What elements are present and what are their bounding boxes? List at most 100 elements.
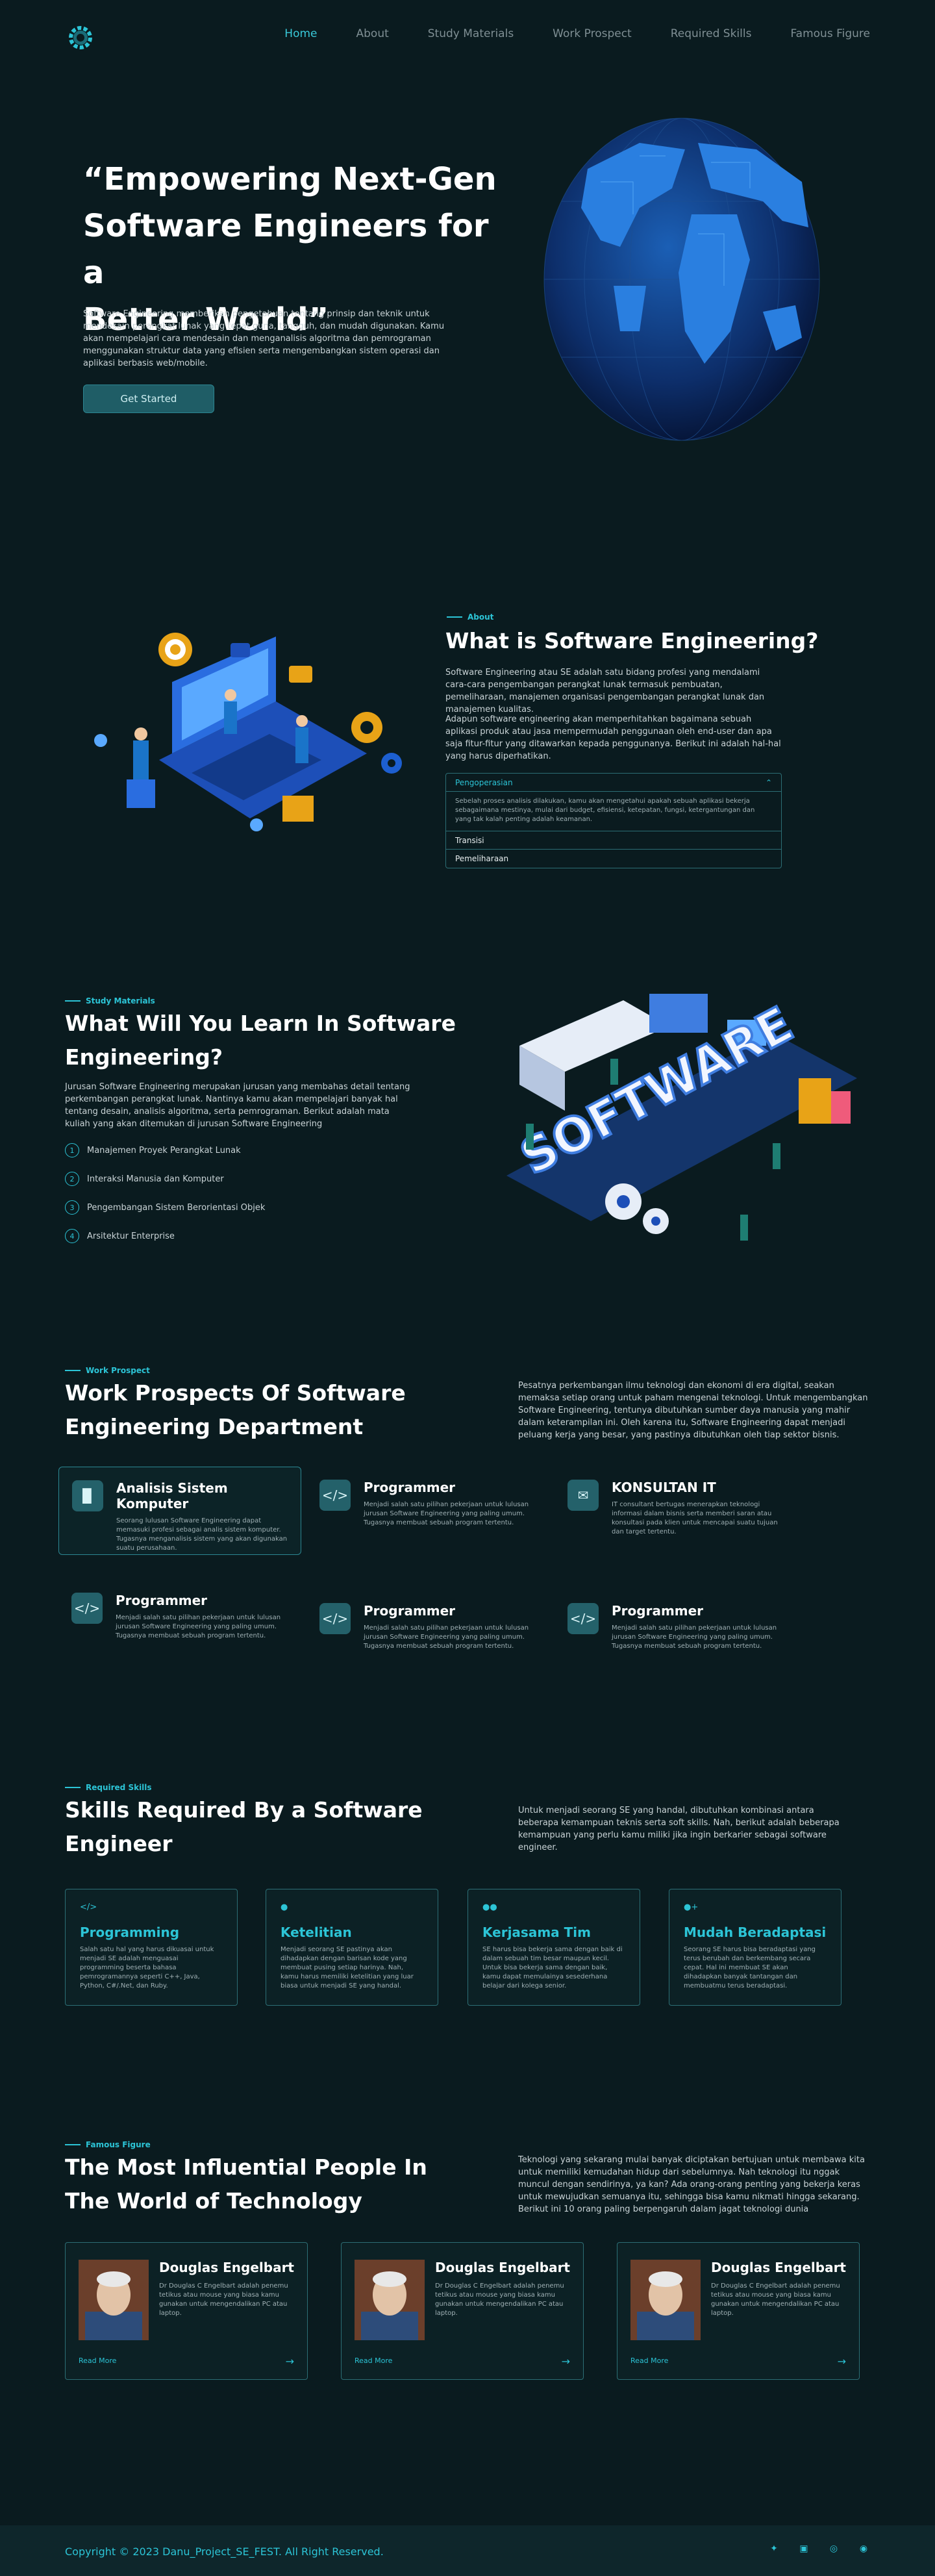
prospect-card[interactable]: </> Programmer Menjadi salah satu pilihan… [555,1590,797,1678]
card-title: Analisis Sistem Komputer [116,1480,228,1511]
code-icon: </> [319,1480,351,1511]
nav-required-skills[interactable]: Required Skills [670,27,752,40]
user-plus-icon: ●+ [684,1902,699,1912]
figure-card[interactable]: Douglas Engelbart Dr Douglas C Engelbart… [341,2242,584,2380]
chat-icon: ✉ [567,1480,599,1511]
code-icon: </> [319,1603,351,1634]
card-text: Menjadi seorang SE pastinya akan dihadap… [280,1946,414,1989]
social-links: ✦ ▣ ◎ ◉ [767,2544,870,2554]
study-eyebrow: Study Materials [65,996,155,1005]
skill-card[interactable]: ● Ketelitian Menjadi seorang SE pastinya… [266,1889,438,2006]
card-text: Seorang lulusan Software Engineering dap… [116,1517,288,1552]
nav-work-prospect[interactable]: Work Prospect [553,27,632,40]
number-badge: 1 [65,1143,79,1157]
hero-title-line: “Empowering Next-Gen [83,161,497,197]
accordion-item-transisi[interactable]: Transisi [446,831,781,850]
bar-chart-icon: ▉ [72,1480,103,1511]
skills-title-line: Engineer [65,1831,173,1856]
famous-title: The Most Influential People In The World… [65,2151,468,2218]
figure-name: Douglas Engelbart [435,2260,570,2275]
number-badge: 2 [65,1172,79,1186]
accordion-item-pengoperasian[interactable]: Pengoperasian ⌃ [446,774,781,792]
figure-card[interactable]: Douglas Engelbart Dr Douglas C Engelbart… [617,2242,860,2380]
instagram-icon[interactable]: ◎ [829,2544,838,2554]
card-text: Menjadi salah satu pilihan pekerjaan unt… [364,1624,529,1650]
study-item: 3 Pengembangan Sistem Berorientasi Objek [65,1200,265,1215]
card-title: Mudah Beradaptasi [684,1925,827,1940]
skill-card[interactable]: </> Programming Salah satu hal yang haru… [65,1889,238,2006]
study-item-label: Manajemen Proyek Perangkat Lunak [87,1145,241,1155]
read-more-link[interactable]: Read More [630,2356,669,2365]
study-list: 1 Manajemen Proyek Perangkat Lunak 2 Inter… [65,1143,265,1257]
card-title: KONSULTAN IT [612,1480,716,1495]
accordion-label: Pemeliharaan [455,854,509,863]
chevron-up-icon: ⌃ [765,777,772,787]
about-eyebrow: About [447,612,493,622]
software-isometric-illustration: SOFTWARE [506,994,857,1241]
card-text: Menjadi salah satu pilihan pekerjaan unt… [364,1501,529,1526]
study-title-line: What Will You Learn In Software [65,1011,456,1036]
prospect-card[interactable]: ✉ KONSULTAN IT IT consultant bertugas men… [555,1467,797,1555]
arrow-right-icon[interactable]: → [285,2355,294,2368]
prospect-card[interactable]: ▉ Analisis Sistem Komputer Seorang lulusa… [58,1467,301,1555]
gear-logo-icon[interactable] [66,23,95,52]
arrow-right-icon[interactable]: → [561,2355,570,2368]
portrait-photo [630,2260,701,2340]
arrow-right-icon[interactable]: → [837,2355,846,2368]
code-icon: </> [567,1603,599,1634]
developer-laptop-illustration [94,633,402,831]
number-badge: 3 [65,1200,79,1215]
nav-home[interactable]: Home [284,27,318,40]
twitter-icon[interactable]: ✦ [770,2544,778,2554]
copyright-text: Copyright © 2023 Danu_Project_SE_FEST. A… [65,2545,384,2558]
figure-bio: Dr Douglas C Engelbart adalah penemu tet… [435,2282,564,2317]
read-more-link[interactable]: Read More [355,2356,393,2365]
study-item: 2 Interaksi Manusia dan Komputer [65,1172,265,1186]
portrait-photo [355,2260,425,2340]
card-text: Menjadi salah satu pilihan pekerjaan unt… [116,1614,281,1639]
hero-title-line: Software Engineers for a [83,208,489,291]
skills-title: Skills Required By a Software Engineer [65,1793,468,1861]
get-started-button[interactable]: Get Started [83,385,214,413]
prospect-card[interactable]: </> Programmer Menjadi salah satu pilihan… [306,1467,549,1555]
globe-illustration [543,118,820,441]
card-text: Seorang SE harus bisa beradaptasi yang t… [684,1946,816,1989]
card-title: Programming [80,1925,180,1940]
read-more-link[interactable]: Read More [79,2356,117,2365]
accordion-label: Pengoperasian [455,777,513,787]
study-title-line: Engineering? [65,1044,223,1070]
prospect-card[interactable]: </> Programmer Menjadi salah satu pilihan… [58,1580,301,1668]
github-icon[interactable]: ◉ [859,2544,868,2554]
skills-description: Untuk menjadi seorang SE yang handal, di… [518,1806,840,1852]
card-text: Menjadi salah satu pilihan pekerjaan unt… [612,1624,777,1650]
study-description: Jurusan Software Engineering merupakan j… [65,1082,410,1129]
nav-study-materials[interactable]: Study Materials [427,27,514,40]
number-badge: 4 [65,1229,79,1243]
nav-about[interactable]: About [356,27,389,40]
card-title: Programmer [612,1603,704,1619]
nav-famous-figure[interactable]: Famous Figure [790,27,870,40]
portrait-photo [79,2260,149,2340]
skill-card[interactable]: ●● Kerjasama Tim SE harus bisa bekerja s… [468,1889,640,2006]
skill-card[interactable]: ●+ Mudah Beradaptasi Seorang SE harus bi… [669,1889,842,2006]
about-title: What is Software Engineering? [445,628,819,653]
card-title: Programmer [364,1480,456,1495]
prospect-card[interactable]: </> Programmer Menjadi salah satu pilihan… [306,1590,549,1678]
prospect-title-line: Work Prospects Of Software [65,1380,406,1406]
linkedin-icon[interactable]: ▣ [799,2544,808,2554]
hero-title: “Empowering Next-Gen Software Engineers … [83,156,512,343]
hero-title-line: Better World” [83,301,329,338]
famous-title-line: The Most Influential People In [65,2154,427,2180]
prospect-description: Pesatnya perkembangan ilmu teknologi dan… [518,1381,868,1440]
code-icon: </> [80,1902,97,1912]
figure-card[interactable]: Douglas Engelbart Dr Douglas C Engelbart… [65,2242,308,2380]
study-item: 1 Manajemen Proyek Perangkat Lunak [65,1143,265,1157]
card-text: IT consultant bertugas menerapkan teknol… [612,1501,778,1535]
study-item-label: Interaksi Manusia dan Komputer [87,1174,224,1184]
about-para-2: Adapun software engineering akan memperh… [445,714,781,761]
card-title: Programmer [364,1603,456,1619]
card-title: Ketelitian [280,1925,352,1940]
study-item-label: Arsitektur Enterprise [87,1231,175,1241]
accordion-item-pemeliharaan[interactable]: Pemeliharaan [446,850,781,868]
card-title: Kerjasama Tim [482,1925,591,1940]
